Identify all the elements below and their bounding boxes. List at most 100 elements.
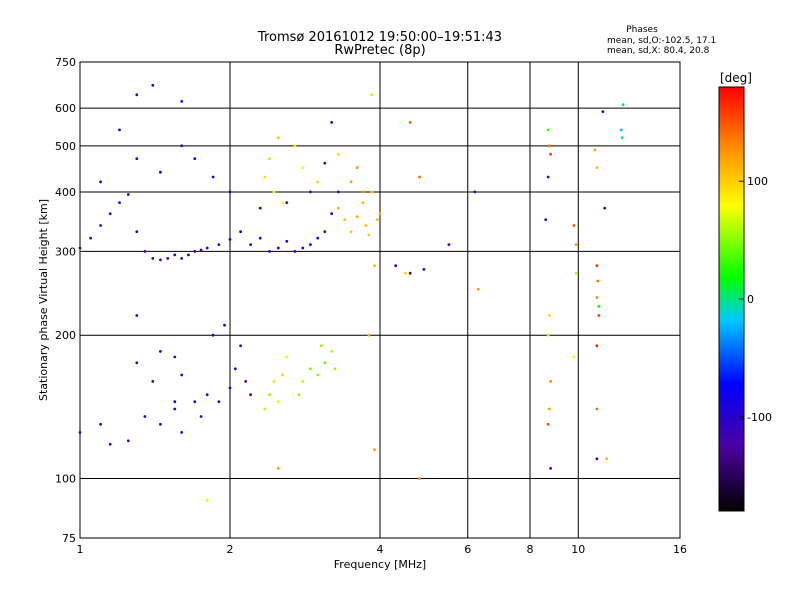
data-point [205,498,209,502]
data-point [574,243,578,247]
data-point [258,206,262,210]
data-point [361,201,365,205]
data-point [159,422,162,426]
data-point [151,380,155,383]
data-point [596,279,600,283]
y-tick-label: 750 [55,56,76,69]
data-point [180,431,184,434]
data-point [193,250,197,253]
data-point [546,175,550,179]
data-point [272,380,276,383]
data-point [89,236,92,240]
data-point [126,193,130,196]
data-point [605,457,608,461]
data-point [228,190,232,194]
data-point [258,236,262,240]
data-point [268,157,271,161]
data-point [249,243,253,247]
data-point [309,243,312,247]
chart-title: Tromsø 20161012 19:50:00–19:51:43 [257,30,502,45]
data-point [180,257,184,260]
data-point [205,393,209,397]
data-point [217,243,221,247]
x-tick-label: 4 [377,543,384,556]
data-point [293,250,297,253]
data-point [549,467,552,470]
data-point [173,253,177,257]
data-point [621,103,625,107]
data-point [337,206,340,210]
x-tick-label: 6 [464,543,471,556]
data-point [281,201,284,205]
data-point [597,314,601,317]
data-point [249,393,253,397]
data-point [135,361,139,365]
data-point [173,407,177,411]
data-point [418,477,421,480]
data-point [173,355,177,359]
y-tick-label: 200 [55,329,76,342]
data-point [544,218,548,222]
data-point [159,350,162,353]
data-point [199,248,203,252]
data-point [595,457,599,461]
data-point [370,93,374,97]
data-point [546,422,550,426]
data-point [546,128,550,132]
data-point [285,201,289,205]
data-point [180,373,184,377]
data-point [293,144,297,148]
data-point [601,110,605,113]
data-point [330,212,334,216]
data-point [620,136,624,140]
data-point [595,296,599,299]
data-point [574,271,578,275]
data-point [549,380,552,383]
data-point [323,361,327,365]
y-tick-label: 75 [62,532,76,545]
data-point [173,400,177,404]
data-point [323,230,327,234]
data-point [99,180,102,184]
data-point [187,253,190,257]
y-axis-label: Stationary phase Virtual Height [km] [37,199,50,401]
data-point [343,218,347,222]
data-point [126,439,130,443]
stats-line-o: mean, sd,O:-102.5, 17.1 [607,36,716,46]
data-point [135,93,139,97]
data-point [316,373,320,377]
data-point [316,180,320,184]
data-point [78,431,82,434]
data-point [595,166,599,170]
x-tick-label: 1 [77,543,84,556]
data-point [309,367,312,371]
data-point [276,246,280,250]
data-point [276,467,280,470]
data-point [595,407,599,411]
y-tick-label: 100 [55,473,76,486]
data-point [108,212,112,216]
data-point [268,250,271,253]
data-point [151,83,155,87]
data-point [408,121,412,124]
colorbar-tick-label: 100 [747,175,768,188]
data-point [546,333,550,337]
data-point [309,190,312,194]
data-point [193,157,197,161]
data-point [118,128,121,132]
data-point [281,373,284,377]
data-point [211,333,215,337]
y-tick-label: 600 [55,102,76,115]
data-point [597,304,601,308]
data-point [319,344,323,348]
data-point [239,230,243,234]
y-tick-label: 400 [55,186,76,199]
stats-title: Phases [626,25,658,35]
data-point [548,407,551,411]
data-point [285,355,289,359]
data-point [297,393,301,397]
data-point [239,344,243,348]
data-point [285,239,289,243]
data-point [159,258,162,262]
